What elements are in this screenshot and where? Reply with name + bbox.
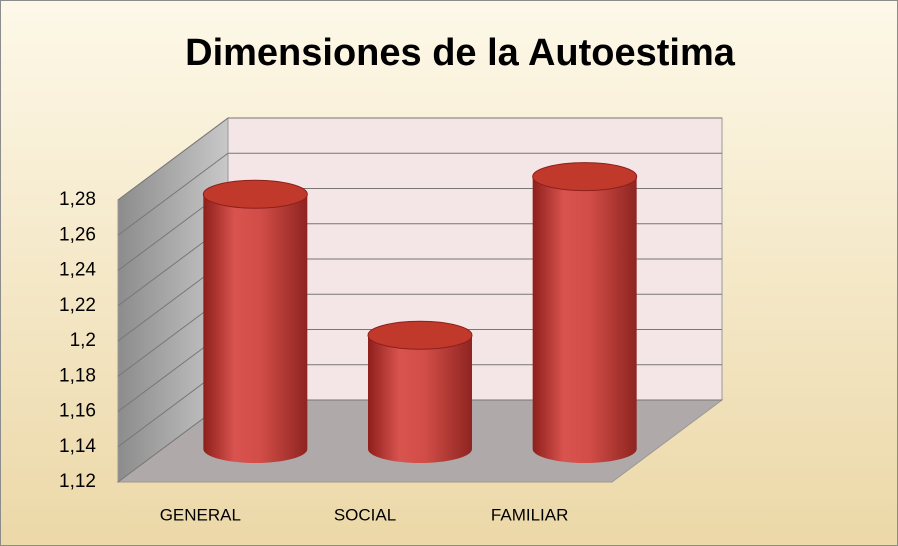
bar bbox=[367, 320, 473, 463]
grid-line bbox=[117, 117, 229, 201]
grid-line bbox=[117, 152, 229, 236]
bar bbox=[532, 162, 638, 464]
y-tick-label: 1,28 bbox=[59, 189, 96, 210]
bar-body bbox=[368, 335, 472, 463]
x-tick-label: SOCIAL bbox=[334, 505, 396, 524]
bar-top bbox=[202, 179, 308, 209]
y-tick-label: 1,12 bbox=[59, 471, 96, 492]
y-tick-label: 1,14 bbox=[59, 436, 96, 457]
bar bbox=[202, 179, 308, 463]
x-tick-label: FAMILIAR bbox=[491, 505, 568, 524]
y-tick-label: 1,24 bbox=[59, 260, 96, 281]
y-tick-label: 1,2 bbox=[70, 330, 96, 351]
bar-body bbox=[203, 194, 308, 463]
x-tick-label: GENERAL bbox=[160, 505, 241, 524]
bar-top bbox=[367, 320, 473, 350]
chart-title: Dimensiones de la Autoestima bbox=[185, 32, 736, 74]
y-tick-label: 1,16 bbox=[59, 401, 96, 422]
bar-body bbox=[532, 176, 637, 464]
bar-top bbox=[532, 162, 638, 192]
y-tick-label: 1,22 bbox=[59, 295, 96, 316]
y-tick-label: 1,18 bbox=[59, 365, 96, 386]
y-tick-label: 1,26 bbox=[59, 224, 96, 245]
